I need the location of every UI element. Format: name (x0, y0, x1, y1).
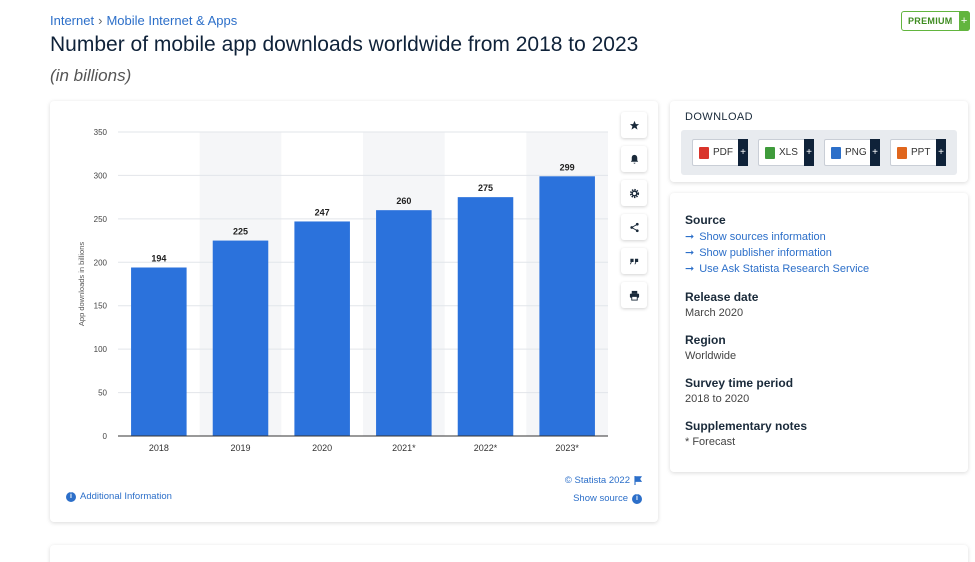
bell-icon[interactable] (621, 146, 647, 172)
page-subtitle: (in billions) (50, 66, 132, 85)
breadcrumb-internet[interactable]: Internet (50, 13, 95, 28)
data-label: 225 (233, 227, 248, 237)
chart-toolbar (621, 112, 647, 308)
share-icon[interactable] (621, 214, 647, 240)
show-publisher-link[interactable]: ➞ Show publisher information (685, 246, 869, 260)
source-heading: Source (685, 213, 726, 227)
star-icon[interactable] (621, 112, 647, 138)
plus-icon: + (804, 139, 814, 166)
info-card: Source ➞ Show sources information ➞ Show… (670, 193, 968, 472)
release-date-heading: Release date (685, 290, 759, 304)
survey-period-value: 2018 to 2020 (685, 393, 750, 405)
gear-icon[interactable] (621, 180, 647, 206)
y-tick-label: 300 (94, 171, 108, 180)
x-tick-label: 2022* (474, 443, 498, 453)
y-tick-label: 350 (94, 128, 108, 137)
bar (131, 267, 187, 436)
premium-badge[interactable]: PREMIUM + (901, 10, 970, 31)
png-file-icon (831, 146, 841, 159)
arrow-right-icon: ➞ (685, 263, 695, 275)
plus-icon: + (936, 139, 946, 166)
ppt-file-icon (897, 146, 907, 159)
source-section: Source ➞ Show sources information ➞ Show… (685, 213, 869, 275)
download-pdf-label: PDF (713, 147, 733, 158)
flag-icon (634, 476, 642, 485)
additional-information-label: Additional Information (80, 491, 172, 502)
bar-chart: 0 50 100 150 200 250 300 350 App downloads in bi… (77, 128, 608, 453)
y-tick-label: 200 (94, 258, 108, 267)
release-date-value: March 2020 (685, 307, 744, 319)
plus-icon: + (870, 139, 880, 166)
data-label: 299 (560, 162, 575, 172)
page-title: Number of mobile app downloads worldwide… (50, 33, 639, 56)
plus-icon: + (738, 139, 748, 166)
next-section-card (50, 545, 968, 562)
bar (457, 197, 514, 436)
download-pdf-button[interactable]: PDF + (692, 139, 748, 166)
x-tick-label: 2020 (312, 443, 332, 453)
bar (376, 210, 432, 436)
y-axis-label: App downloads in billions (77, 242, 86, 326)
pdf-file-icon (699, 146, 709, 159)
y-tick-label: 0 (103, 432, 108, 441)
breadcrumb: Internet › Mobile Internet & Apps (50, 13, 237, 28)
x-tick-label: 2021* (392, 443, 416, 453)
supplementary-notes-heading: Supplementary notes (685, 419, 808, 433)
premium-plus-icon: + (958, 10, 970, 31)
chart-card: 0 50 100 150 200 250 300 350 App downloads in bi… (50, 101, 658, 522)
region-section: Region Worldwide (685, 333, 736, 362)
bar (539, 176, 595, 436)
download-ppt-label: PPT (911, 147, 931, 158)
premium-label: PREMIUM (908, 16, 953, 26)
y-tick-label: 50 (98, 389, 107, 398)
show-sources-link[interactable]: ➞ Show sources information (685, 230, 869, 244)
x-tick-label: 2023* (555, 443, 579, 453)
statista-credit[interactable]: © Statista 2022 (565, 475, 642, 486)
survey-period-heading: Survey time period (685, 376, 794, 390)
region-heading: Region (685, 333, 726, 347)
download-buttons: PDF + XLS + PNG + PPT + (681, 130, 957, 175)
download-png-label: PNG (845, 147, 867, 158)
info-icon: i (632, 493, 642, 504)
credit-label: © Statista 2022 (564, 475, 630, 486)
region-value: Worldwide (685, 350, 737, 362)
data-label: 275 (478, 183, 493, 193)
quote-icon[interactable] (621, 248, 647, 274)
data-label: 194 (151, 253, 166, 263)
x-tick-label: 2018 (149, 443, 169, 453)
arrow-right-icon: ➞ (685, 247, 695, 259)
bar (294, 221, 350, 436)
show-source-link[interactable]: Show source i (573, 493, 642, 504)
breadcrumb-separator: › (98, 13, 103, 28)
y-tick-label: 100 (94, 345, 108, 354)
download-xls-button[interactable]: XLS + (758, 139, 814, 166)
supplementary-notes-value: * Forecast (685, 436, 736, 448)
data-label: 260 (396, 196, 411, 206)
download-title: DOWNLOAD (685, 111, 753, 123)
info-icon: i (66, 491, 76, 502)
download-ppt-button[interactable]: PPT + (890, 139, 946, 166)
arrow-right-icon: ➞ (685, 231, 695, 243)
show-source-label: Show source (573, 493, 628, 504)
survey-period-section: Survey time period 2018 to 2020 (685, 376, 793, 405)
show-publisher-label: Show publisher information (699, 246, 832, 259)
additional-information-link[interactable]: i Additional Information (66, 491, 172, 502)
release-date-section: Release date March 2020 (685, 290, 758, 319)
breadcrumb-mobile-internet-apps[interactable]: Mobile Internet & Apps (106, 13, 238, 28)
y-tick-label: 250 (94, 215, 108, 224)
download-png-button[interactable]: PNG + (824, 139, 880, 166)
xls-file-icon (765, 146, 775, 159)
bar (212, 240, 269, 436)
print-icon[interactable] (621, 282, 647, 308)
x-tick-label: 2019 (230, 443, 250, 453)
data-label: 247 (315, 207, 330, 217)
download-xls-label: XLS (779, 147, 798, 158)
supplementary-notes-section: Supplementary notes * Forecast (685, 419, 807, 448)
ask-statista-link[interactable]: ➞ Use Ask Statista Research Service (685, 262, 870, 276)
ask-statista-label: Use Ask Statista Research Service (699, 262, 870, 275)
download-card: DOWNLOAD PDF + XLS + PNG + PPT + (670, 101, 968, 182)
y-tick-label: 150 (94, 302, 108, 311)
show-sources-label: Show sources information (699, 230, 826, 243)
